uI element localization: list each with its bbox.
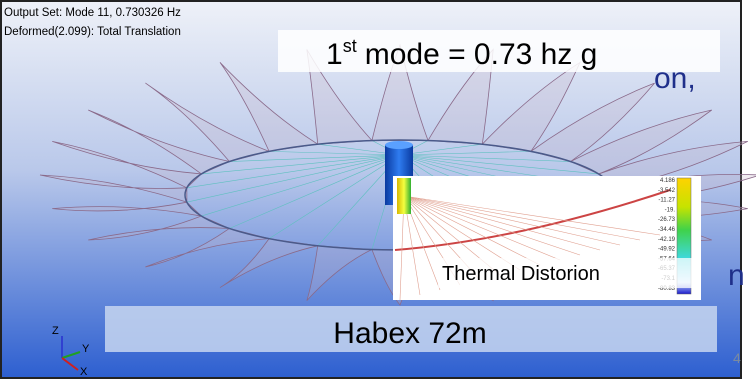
triad-z-label: Z: [52, 325, 59, 337]
colorbar-label: -11.27: [658, 198, 675, 204]
colorbar-label: -3.542: [658, 188, 676, 194]
triad-x-label: X: [80, 366, 88, 378]
callout-base: 1: [326, 38, 343, 71]
inset-hub: [397, 178, 411, 214]
colorbar-label: -42.19: [658, 237, 676, 243]
page-number: 4: [733, 350, 741, 366]
colorbar-label: -19.: [665, 207, 676, 213]
hub-top: [385, 141, 413, 149]
deformed-label: Deformed(2.099): Total Translation: [4, 26, 181, 38]
slide: Output Set: Mode 11, 0.730326 Hz Deforme…: [0, 0, 756, 380]
slide-fragment: on,: [654, 62, 696, 95]
inset-label: Thermal Distorion: [442, 263, 600, 285]
slide-fragment: n: [728, 259, 745, 292]
colorbar-label: -49.92: [658, 247, 676, 253]
triad-y-label: Y: [82, 343, 90, 355]
page: Output Set: Mode 11, 0.730326 Hz Deforme…: [0, 0, 756, 380]
callout-sup: st: [343, 36, 357, 56]
footer-title: Habex 72m: [333, 317, 486, 350]
colorbar-label: 4.186: [660, 178, 676, 184]
callout-rest: mode = 0.73 hz g: [365, 38, 598, 71]
colorbar-label: -34.46: [658, 227, 676, 233]
callout: 1st mode = 0.73 hz g: [326, 36, 597, 71]
output-set: Output Set: Mode 11, 0.730326 Hz: [4, 7, 181, 19]
colorbar-label: -26.73: [658, 217, 676, 223]
inset: 4.186 -3.542 -11.27 -19. -26.73 -34.46 -42.19 -…: [393, 176, 701, 300]
